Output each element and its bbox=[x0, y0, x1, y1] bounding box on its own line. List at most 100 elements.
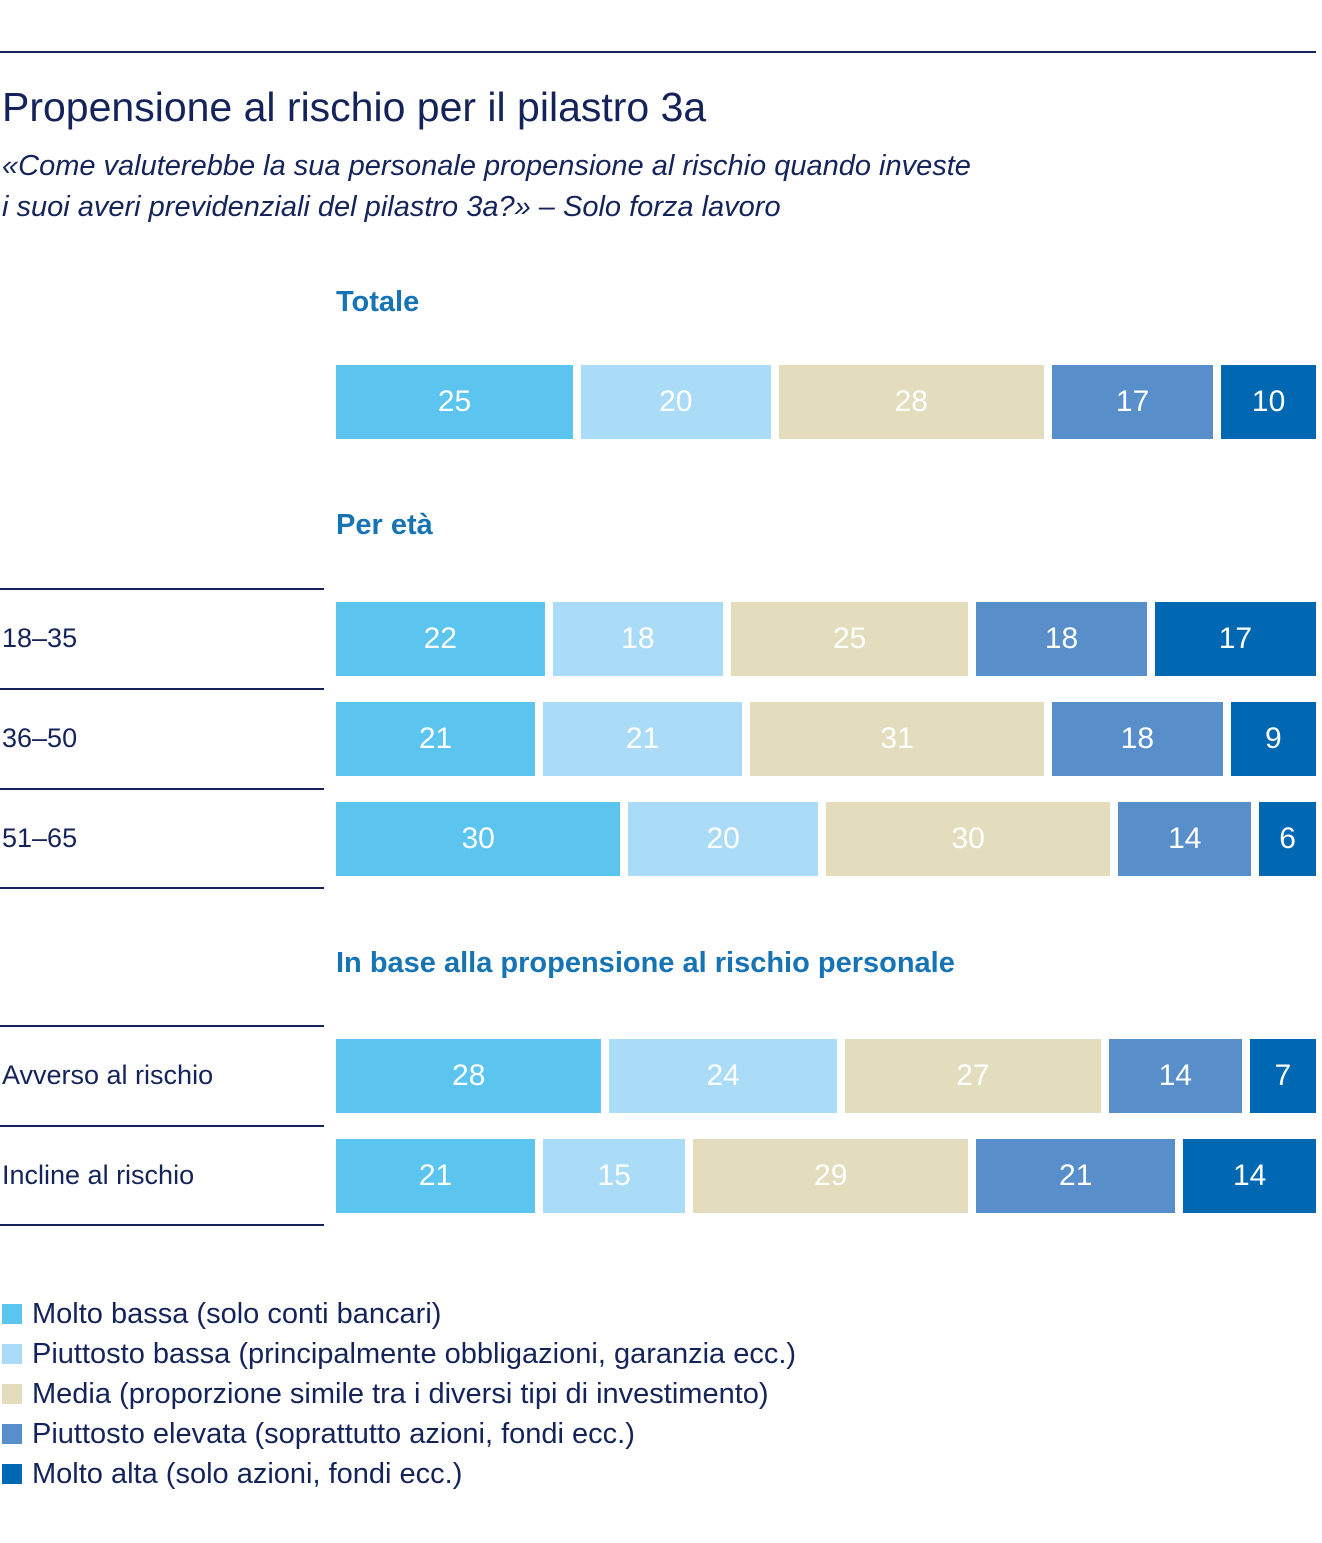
legend-label: Molto alta (solo azioni, fondi ecc.) bbox=[32, 1457, 463, 1490]
bar-segment: 18 bbox=[552, 602, 724, 676]
bar-segment: 31 bbox=[750, 702, 1045, 776]
row-divider bbox=[0, 1224, 324, 1226]
bar-segment: 28 bbox=[336, 1039, 602, 1113]
bar-value-label: 28 bbox=[452, 1059, 486, 1092]
legend-item: Molto alta (solo azioni, fondi ecc.) bbox=[2, 1454, 796, 1494]
row-label-36-50: 36–50 bbox=[2, 723, 78, 753]
bar-row-51-65: 30 20 30 14 6 bbox=[336, 802, 1316, 876]
bar-segment: 21 bbox=[976, 1139, 1176, 1213]
row-divider bbox=[0, 887, 324, 889]
bar-segment: 18 bbox=[976, 602, 1147, 676]
bar-segment: 17 bbox=[1052, 365, 1214, 439]
row-divider bbox=[0, 588, 324, 590]
bar-value-label: 14 bbox=[1232, 1159, 1267, 1192]
bar-value-label: 20 bbox=[659, 385, 693, 418]
bar-segment: 14 bbox=[1108, 1039, 1242, 1113]
legend-label: Media (proporzione simile tra i diversi … bbox=[32, 1377, 769, 1410]
legend-item: Piuttosto bassa (principalmente obbligaz… bbox=[2, 1334, 796, 1374]
bar-value-label: 30 bbox=[951, 822, 985, 855]
bar-value-label: 14 bbox=[1158, 1059, 1192, 1092]
legend-swatch bbox=[2, 1384, 22, 1404]
bar-segment: 6 bbox=[1259, 802, 1316, 876]
bar-segment: 18 bbox=[1052, 702, 1223, 776]
legend-item: Media (proporzione simile tra i diversi … bbox=[2, 1374, 796, 1414]
legend-label: Piuttosto elevata (soprattutto azioni, f… bbox=[32, 1417, 635, 1450]
bar-value-label: 30 bbox=[461, 822, 495, 855]
bar-value-label: 29 bbox=[814, 1159, 848, 1192]
bar-segment: 30 bbox=[336, 802, 621, 876]
bar-value-label: 17 bbox=[1115, 385, 1150, 418]
bar-row-18-35: 22 18 25 18 17 bbox=[336, 602, 1316, 676]
bar-value-label: 25 bbox=[833, 622, 867, 655]
bar-value-label: 18 bbox=[1120, 722, 1155, 755]
bar-value-label: 22 bbox=[423, 622, 457, 655]
bar-segment: 25 bbox=[731, 602, 969, 676]
legend-swatch bbox=[2, 1424, 22, 1444]
bar-segment: 14 bbox=[1118, 802, 1252, 876]
bar-value-label: 27 bbox=[956, 1059, 990, 1092]
top-rule bbox=[0, 51, 1316, 53]
row-divider bbox=[0, 1125, 324, 1127]
bar-segment: 28 bbox=[778, 365, 1045, 439]
bar-segment: 22 bbox=[336, 602, 545, 676]
bar-value-label: 15 bbox=[597, 1159, 631, 1192]
chart-title: Propensione al rischio per il pilastro 3… bbox=[2, 84, 707, 130]
bar-segment: 9 bbox=[1230, 702, 1316, 776]
legend-swatch bbox=[2, 1344, 22, 1364]
bar-value-label: 10 bbox=[1251, 385, 1286, 418]
bar-value-label: 14 bbox=[1168, 822, 1202, 855]
legend: Molto bassa (solo conti bancari) Piuttos… bbox=[2, 1294, 796, 1494]
bar-segment: 10 bbox=[1221, 365, 1316, 439]
bar-value-label: 24 bbox=[706, 1059, 740, 1092]
bar-segment: 17 bbox=[1154, 602, 1316, 676]
bar-segment: 27 bbox=[844, 1039, 1101, 1113]
section-title-propensione: In base alla propensione al rischio pers… bbox=[336, 947, 955, 979]
legend-item: Molto bassa (solo conti bancari) bbox=[2, 1294, 796, 1334]
legend-swatch bbox=[2, 1464, 22, 1484]
bar-value-label: 28 bbox=[894, 385, 928, 418]
bar-value-label: 25 bbox=[437, 385, 472, 418]
bar-row-totale: 25 20 28 17 10 bbox=[336, 365, 1316, 439]
row-label-incline: Incline al rischio bbox=[2, 1160, 195, 1190]
row-label-avverso: Avverso al rischio bbox=[2, 1060, 214, 1090]
bar-segment: 30 bbox=[826, 802, 1111, 876]
legend-label: Molto bassa (solo conti bancari) bbox=[32, 1297, 442, 1330]
row-label-18-35: 18–35 bbox=[2, 623, 78, 653]
bar-row-36-50: 21 21 31 18 9 bbox=[336, 702, 1316, 776]
bar-value-label: 9 bbox=[1264, 722, 1282, 755]
bar-value-label: 17 bbox=[1218, 622, 1253, 655]
bar-value-label: 21 bbox=[418, 722, 453, 755]
bar-value-label: 18 bbox=[1044, 622, 1079, 655]
bar-value-label: 6 bbox=[1279, 822, 1296, 855]
bar-value-label: 7 bbox=[1274, 1059, 1292, 1092]
bar-value-label: 21 bbox=[1059, 1159, 1093, 1192]
bar-segment: 25 bbox=[336, 365, 573, 439]
bar-value-label: 21 bbox=[418, 1159, 453, 1192]
bar-value-label: 21 bbox=[625, 722, 660, 755]
section-title-totale: Totale bbox=[336, 286, 420, 318]
bar-segment: 15 bbox=[543, 1139, 686, 1213]
row-label-51-65: 51–65 bbox=[2, 823, 78, 853]
bar-segment: 21 bbox=[543, 702, 743, 776]
chart-subtitle: «Come valuterebbe la sua personale prope… bbox=[2, 146, 1262, 228]
bar-segment: 21 bbox=[336, 702, 536, 776]
bar-value-label: 20 bbox=[706, 822, 740, 855]
legend-label: Piuttosto bassa (principalmente obbligaz… bbox=[32, 1337, 797, 1370]
row-divider bbox=[0, 688, 324, 690]
bar-segment: 24 bbox=[609, 1039, 837, 1113]
bar-row-avverso: 28 24 27 14 7 bbox=[336, 1039, 1316, 1113]
legend-item: Piuttosto elevata (soprattutto azioni, f… bbox=[2, 1414, 796, 1454]
legend-swatch bbox=[2, 1304, 22, 1324]
subtitle-line-2: i suoi averi previdenziali del pilastro … bbox=[2, 191, 781, 223]
bar-value-label: 18 bbox=[621, 622, 655, 655]
subtitle-line-1: «Come valuterebbe la sua personale prope… bbox=[2, 150, 971, 182]
row-divider bbox=[0, 788, 324, 790]
row-divider bbox=[0, 1025, 324, 1027]
section-title-per-eta: Per età bbox=[336, 509, 433, 541]
bar-value-label: 31 bbox=[880, 722, 914, 755]
bar-row-incline: 21 15 29 21 14 bbox=[336, 1139, 1316, 1213]
bar-segment: 29 bbox=[693, 1139, 969, 1213]
bar-segment: 20 bbox=[581, 365, 771, 439]
bar-segment: 21 bbox=[336, 1139, 536, 1213]
bar-segment: 20 bbox=[628, 802, 818, 876]
